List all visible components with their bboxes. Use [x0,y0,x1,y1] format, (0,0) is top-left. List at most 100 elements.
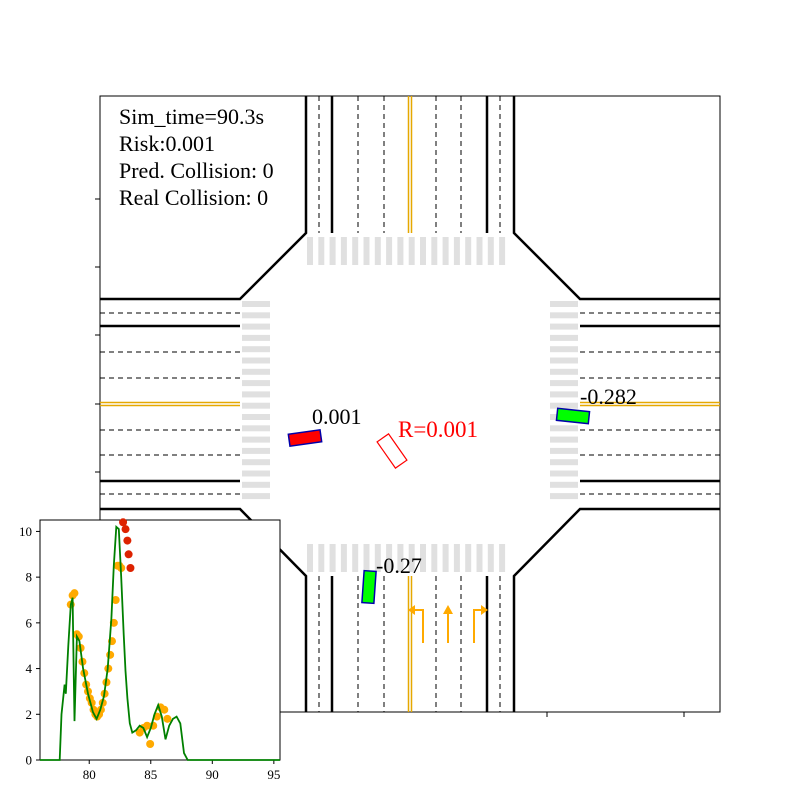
crosswalk-stripe [453,544,460,572]
crosswalk-stripe [307,237,313,265]
crosswalk-stripe [242,346,270,353]
crosswalk-stripe [550,402,578,409]
crosswalk-stripe [499,237,506,265]
crosswalks [242,237,578,572]
crosswalk-stripe [242,459,270,466]
crosswalk-stripe [307,544,313,572]
crosswalk-stripe [242,391,270,398]
vehicle-ego [287,428,323,448]
crosswalk-stripe [340,544,347,572]
predicted-position-box [376,433,408,469]
crosswalk-stripe [242,402,270,409]
red-data-point [124,550,133,559]
red-data-point [119,518,128,527]
crosswalk-stripe [487,544,494,572]
x-tick-label: 95 [267,767,280,782]
orange-data-point [160,705,169,714]
crosswalk-stripe [442,544,449,572]
crosswalk-stripe [550,481,578,488]
y-tick-label: 6 [26,615,33,630]
crosswalk-stripe [550,357,578,364]
crosswalk-stripe [476,237,483,265]
hud-panel: Sim_time=90.3s Risk:0.001 Pred. Collisio… [119,104,274,210]
crosswalk-stripe [242,481,270,488]
orange-data-point [111,596,120,604]
lane-markings [100,96,720,712]
crosswalk-stripe [550,459,578,466]
crosswalk-stripe [397,237,404,265]
turn-arrows [408,605,488,643]
crosswalk-stripe [408,237,415,265]
crosswalk-stripe [420,544,426,572]
risk-series-line [40,525,280,761]
y-tick-label: 10 [19,524,32,539]
x-tick-label: 85 [144,767,157,782]
crosswalk-stripe [431,237,438,265]
crosswalk-stripe [550,391,578,398]
risk-value-label: R=0.001 [398,417,478,442]
crosswalk-stripe [550,312,578,319]
x-tick-label: 90 [206,767,219,782]
crosswalk-stripe [550,301,578,307]
frame-ticks [95,198,685,717]
orange-data-point [146,740,155,748]
vehicle-east-label: -0.282 [580,384,637,409]
right-turn-arrow-icon [473,605,488,643]
orange-data-point [163,714,172,723]
crosswalk-stripe [242,414,270,420]
crosswalk-stripe [242,470,270,477]
red-data-point [123,536,132,545]
risk-chart: 80 85 90 95 0 2 4 6 8 10 [19,518,281,782]
crosswalk-stripe [363,544,370,572]
crosswalk-stripe [453,237,460,265]
crosswalk-stripe [242,357,270,364]
crosswalk-stripe [242,323,270,330]
red-data-point [126,564,135,572]
sim-time-text: Sim_time=90.3s [119,104,264,129]
orange-data-point [106,650,115,659]
crosswalk-stripe [487,237,494,265]
crosswalk-stripe [550,470,578,477]
crosswalk-stripe [550,447,578,454]
crosswalk-stripe [408,544,415,572]
straight-arrow-icon [443,605,453,643]
vehicle-south [361,569,377,605]
crosswalk-stripe [352,237,359,265]
center-lines [100,96,720,712]
crosswalk-stripe [242,380,270,387]
crosswalk-stripe [374,544,381,572]
crosswalk-stripe [550,493,578,500]
crosswalk-stripe [550,334,578,341]
crosswalk-stripe [374,237,381,265]
crosswalk-stripe [476,544,483,572]
orange-data-point [70,589,79,598]
y-tick-label: 8 [26,570,33,585]
crosswalk-stripe [442,237,449,265]
crosswalk-stripe [242,312,270,319]
chart-marks [40,518,280,761]
crosswalk-stripe [499,544,506,572]
crosswalk-stripe [363,237,370,265]
crosswalk-stripe [318,237,325,265]
crosswalk-stripe [318,544,325,572]
crosswalk-stripe [242,425,270,432]
chart-ticks: 80 85 90 95 0 2 4 6 8 10 [19,524,280,782]
crosswalk-stripe [550,323,578,330]
risk-text: Risk:0.001 [119,131,215,156]
crosswalk-stripe [329,544,336,572]
crosswalk-stripe [242,301,270,307]
crosswalk-stripe [242,447,270,454]
crosswalk-stripe [550,380,578,387]
left-turn-arrow-icon [408,605,424,643]
y-tick-label: 2 [26,707,33,722]
y-tick-label: 4 [26,661,33,676]
red-data-point [121,525,130,534]
crosswalk-stripe [340,237,347,265]
crosswalk-stripe [465,544,472,572]
crosswalk-stripe [386,544,393,572]
real-collision-text: Real Collision: 0 [119,185,268,210]
crosswalk-stripe [431,544,438,572]
x-tick-label: 80 [83,767,96,782]
crosswalk-stripe [242,493,270,500]
